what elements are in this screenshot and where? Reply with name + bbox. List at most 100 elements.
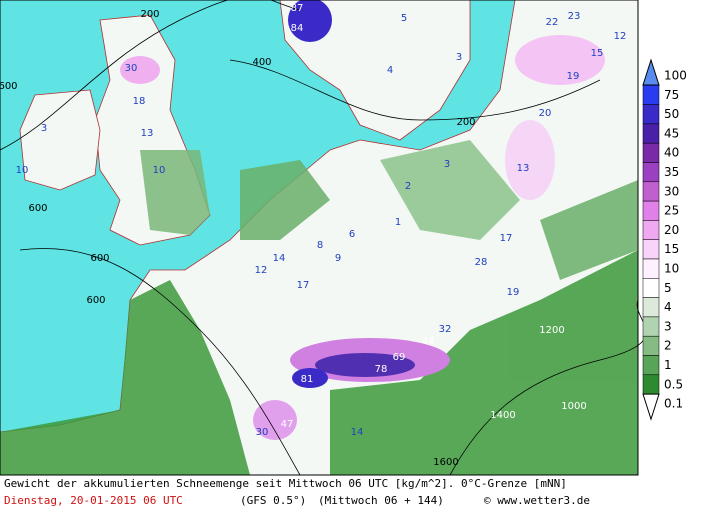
map-label: 600 xyxy=(90,253,109,264)
legend-swatch xyxy=(642,239,660,260)
map-label: 1200 xyxy=(539,325,564,336)
snow-area xyxy=(515,35,605,85)
map-label: 44 xyxy=(422,336,435,347)
map-label: 1000 xyxy=(561,401,586,412)
map-label: 19 xyxy=(567,71,580,82)
snow-area xyxy=(292,368,328,388)
legend-swatch xyxy=(642,200,660,221)
legend-swatch xyxy=(642,258,660,279)
map-label: 200 xyxy=(140,9,159,20)
map-label: 3 xyxy=(456,52,462,63)
legend-label: 1 xyxy=(664,358,672,372)
map-label: 12 xyxy=(255,265,268,276)
map-label: 14 xyxy=(351,427,364,438)
ireland xyxy=(19,89,101,191)
map-label: 12 xyxy=(614,31,627,42)
map-label: 5 xyxy=(401,13,407,24)
contours xyxy=(0,0,647,476)
legend-swatch xyxy=(642,355,660,376)
legend-swatch xyxy=(642,142,660,163)
map-label: 10 xyxy=(153,165,166,176)
legend-swatch xyxy=(642,335,660,356)
map-label: 22 xyxy=(546,17,559,28)
snow-maximum xyxy=(120,0,605,440)
map-label: 18 xyxy=(133,96,146,107)
legend-label: 30 xyxy=(664,184,679,198)
green-area xyxy=(140,150,210,235)
map-label: 200 xyxy=(456,117,475,128)
green-area xyxy=(330,250,638,475)
legend-swatch xyxy=(642,374,660,395)
map-label: 400 xyxy=(252,57,271,68)
legend-label: 0.1 xyxy=(664,397,683,411)
map-label: 23 xyxy=(568,11,581,22)
date: Dienstag, 20-01-2015 06 UTC xyxy=(4,494,183,507)
snow-area xyxy=(505,120,555,200)
legend-label: 45 xyxy=(664,126,679,140)
run: (Mittwoch 06 + 144) xyxy=(318,494,444,507)
model: (GFS 0.5°) xyxy=(240,494,306,507)
map-label: 4 xyxy=(387,65,393,76)
green-area xyxy=(0,280,250,475)
legend-swatch xyxy=(642,297,660,318)
map-label: 3 xyxy=(41,123,47,134)
legend-label: 10 xyxy=(664,262,679,276)
map-label: 81 xyxy=(301,374,314,385)
map-label: 6 xyxy=(349,229,355,240)
green-area xyxy=(380,140,520,240)
snow-area xyxy=(120,56,160,84)
map-label: 14 xyxy=(273,253,286,264)
legend-label: 100 xyxy=(664,69,687,83)
map-label: 19 xyxy=(507,287,520,298)
legend-label: 0.5 xyxy=(664,377,683,391)
map-label: 600 xyxy=(86,295,105,306)
legend-label: 20 xyxy=(664,223,679,237)
legend-swatch xyxy=(642,162,660,183)
map-label: 32 xyxy=(439,324,452,335)
contour xyxy=(449,299,647,476)
map-label: 28 xyxy=(475,257,488,268)
legend-swatch xyxy=(642,104,660,125)
caption: Gewicht der akkumulierten Schneemenge se… xyxy=(4,477,567,490)
legend-label: 40 xyxy=(664,146,679,160)
legend-swatch xyxy=(642,393,660,421)
legend-label: 50 xyxy=(664,107,679,121)
legend-label: 25 xyxy=(664,204,679,218)
credit: © www.wetter3.de xyxy=(484,494,590,507)
snow-area xyxy=(315,353,415,377)
legend-label: 5 xyxy=(664,281,672,295)
legend-swatch xyxy=(642,220,660,240)
legend-label: 2 xyxy=(664,339,672,353)
legend-swatch xyxy=(642,316,660,337)
legend-label: 75 xyxy=(664,88,679,102)
map-label: 8 xyxy=(317,240,323,251)
snow-area xyxy=(253,400,297,440)
contour xyxy=(19,248,301,476)
map-label: 600 xyxy=(28,203,47,214)
legend-swatch xyxy=(642,85,660,105)
legend-swatch xyxy=(642,58,660,86)
map-label: 87 xyxy=(291,3,304,14)
contour xyxy=(0,0,301,151)
map-label: 17 xyxy=(297,280,310,291)
green-area xyxy=(540,180,638,280)
map-label: 2 xyxy=(405,181,411,192)
map-label: 10 xyxy=(16,165,29,176)
legend-swatch xyxy=(642,123,660,144)
map-label: 84 xyxy=(291,23,304,34)
legend-label: 3 xyxy=(664,319,672,333)
contour xyxy=(229,59,601,121)
map-label: 69 xyxy=(393,352,406,363)
map-label: 1400 xyxy=(490,410,515,421)
legend-swatch xyxy=(642,181,660,202)
map-label: 9 xyxy=(335,253,341,264)
map-label: 78 xyxy=(375,364,388,375)
legend-label: 15 xyxy=(664,242,679,256)
map-label: 13 xyxy=(141,128,154,139)
map-label: 47 xyxy=(281,419,294,430)
legend-label: 35 xyxy=(664,165,679,179)
map-label: 30 xyxy=(125,63,138,74)
map-label: 30 xyxy=(256,427,269,438)
map-label: 13 xyxy=(517,163,530,174)
